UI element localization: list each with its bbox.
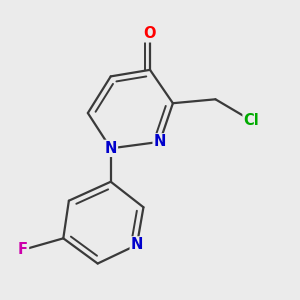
Text: F: F	[18, 242, 28, 257]
Text: N: N	[105, 141, 117, 156]
Text: Cl: Cl	[244, 113, 259, 128]
Text: O: O	[144, 26, 156, 41]
Text: N: N	[131, 237, 143, 252]
Text: N: N	[154, 134, 166, 149]
